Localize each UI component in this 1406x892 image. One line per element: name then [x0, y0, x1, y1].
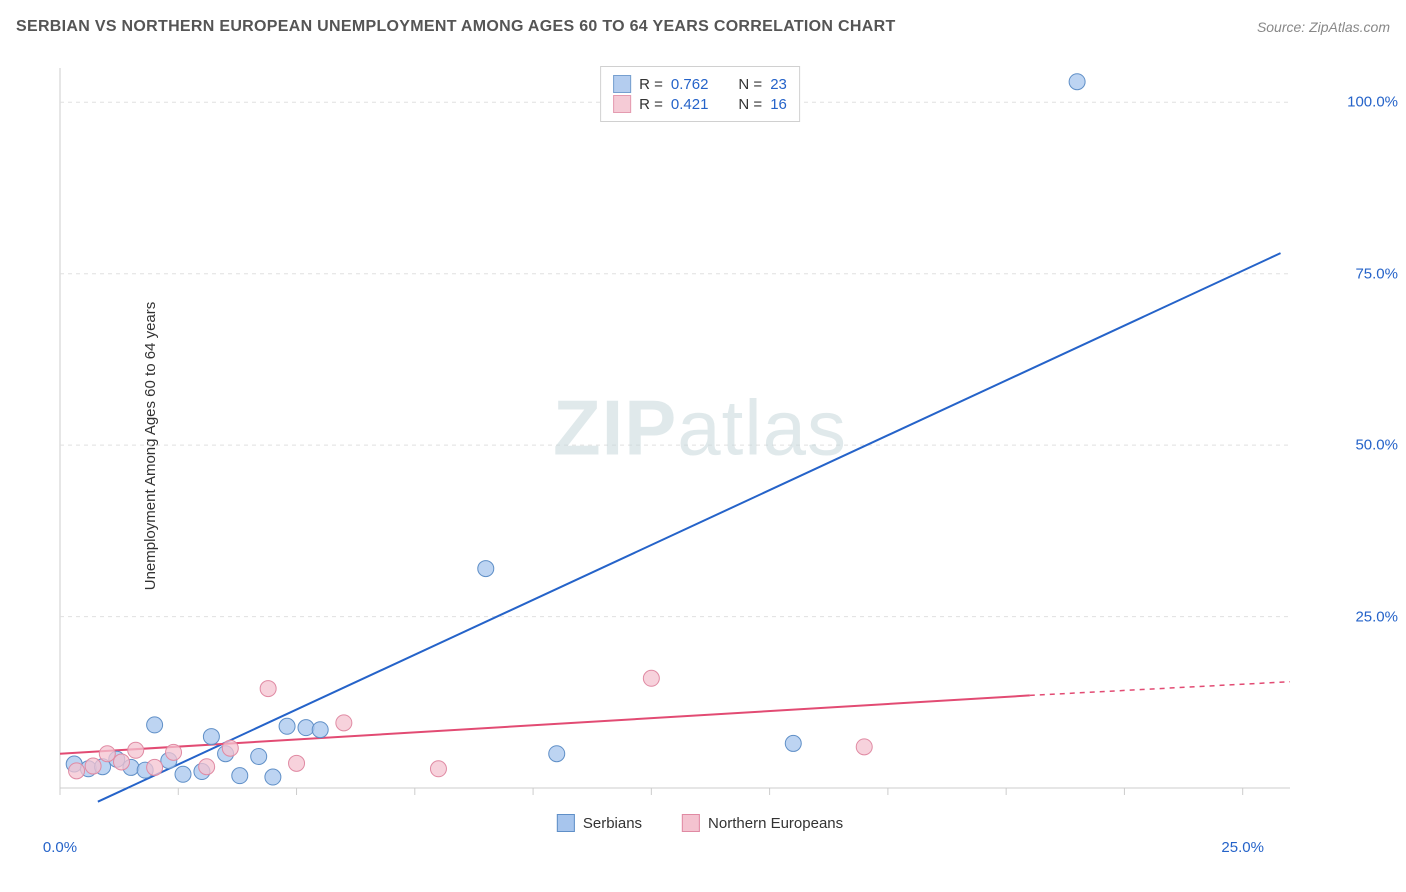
legend-swatch: [613, 95, 631, 113]
data-point: [69, 763, 85, 779]
data-point: [114, 754, 130, 770]
data-point: [85, 758, 101, 774]
data-point: [175, 766, 191, 782]
data-point: [312, 722, 328, 738]
data-point: [203, 729, 219, 745]
correlation-legend-row: R = 0.421 N = 16: [613, 95, 787, 113]
n-value: 16: [770, 96, 787, 113]
data-point: [232, 768, 248, 784]
data-point: [298, 720, 314, 736]
chart-header: SERBIAN VS NORTHERN EUROPEAN UNEMPLOYMEN…: [16, 18, 1390, 36]
data-point: [222, 740, 238, 756]
series-legend-item: Serbians: [557, 814, 642, 832]
data-point: [1069, 74, 1085, 90]
data-point: [549, 746, 565, 762]
data-point: [199, 759, 215, 775]
r-value: 0.421: [671, 96, 709, 113]
x-tick-label: 25.0%: [1221, 839, 1264, 856]
data-point: [147, 759, 163, 775]
y-tick-label: 50.0%: [1355, 437, 1398, 454]
series-legend: Serbians Northern Europeans: [557, 814, 843, 832]
data-point: [147, 717, 163, 733]
data-point: [478, 561, 494, 577]
legend-swatch: [613, 75, 631, 93]
correlation-legend-row: R = 0.762 N = 23: [613, 75, 787, 93]
data-point: [279, 718, 295, 734]
chart-title: SERBIAN VS NORTHERN EUROPEAN UNEMPLOYMEN…: [16, 18, 896, 36]
n-value: 23: [770, 76, 787, 93]
series-legend-label: Northern Europeans: [708, 815, 843, 832]
data-point: [430, 761, 446, 777]
legend-swatch: [557, 814, 575, 832]
data-point: [99, 746, 115, 762]
legend-swatch: [682, 814, 700, 832]
data-point: [785, 735, 801, 751]
r-value: 0.762: [671, 76, 709, 93]
y-tick-label: 75.0%: [1355, 265, 1398, 282]
data-point: [251, 748, 267, 764]
data-point: [260, 681, 276, 697]
n-label: N =: [738, 76, 762, 93]
data-point: [643, 670, 659, 686]
data-point: [166, 744, 182, 760]
correlation-legend: R = 0.762 N = 23 R = 0.421 N = 16: [600, 66, 800, 122]
data-point: [856, 739, 872, 755]
data-point: [128, 742, 144, 758]
plot-area: ZIPatlas R =0.762N =23R =0.421N =16 Serb…: [50, 58, 1350, 828]
y-tick-label: 100.0%: [1347, 94, 1398, 111]
series-legend-label: Serbians: [583, 815, 642, 832]
y-tick-label: 25.0%: [1355, 608, 1398, 625]
chart-source: Source: ZipAtlas.com: [1257, 19, 1390, 35]
data-point: [336, 715, 352, 731]
chart-svg: [50, 58, 1350, 828]
x-tick-label: 0.0%: [43, 839, 77, 856]
series-legend-item: Northern Europeans: [682, 814, 843, 832]
r-label: R =: [639, 96, 663, 113]
r-label: R =: [639, 76, 663, 93]
data-point: [265, 769, 281, 785]
n-label: N =: [738, 96, 762, 113]
data-point: [289, 755, 305, 771]
